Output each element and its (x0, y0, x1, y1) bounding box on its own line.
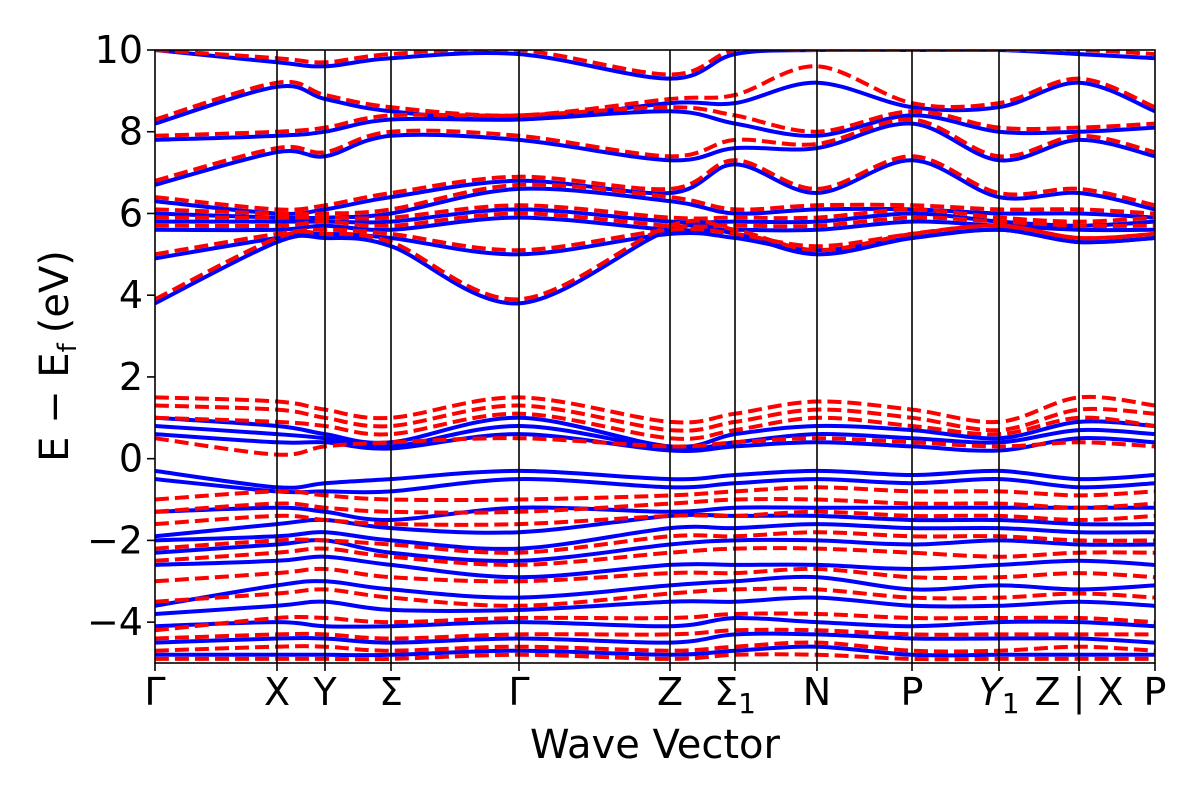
y-tick-label-3: 4 (119, 273, 143, 317)
x-tick-label-4: Γ (508, 670, 529, 714)
y-tick-label-4: 2 (119, 355, 143, 399)
dashed-band-1 (155, 64, 1155, 122)
solid-band-2 (155, 109, 1155, 142)
dashed-band-4 (155, 154, 1155, 212)
band-lines (155, 50, 1155, 662)
x-tick-label-11: P (1144, 670, 1167, 714)
y-tick-label-1: 8 (119, 110, 143, 154)
x-tick-label-7: N (803, 670, 831, 714)
solid-band-4 (155, 158, 1155, 216)
plot-frame (154, 49, 1156, 664)
x-tick-label-9: Y1 (978, 670, 1019, 720)
high-symmetry-lines (276, 50, 1080, 663)
y-tick-label-2: 6 (119, 191, 143, 235)
dashed-band-14 (155, 485, 1155, 503)
y-axis-label-main: E − E (32, 352, 78, 462)
x-axis-label: Wave Vector (530, 722, 781, 768)
y-tick-label-0: 10 (95, 28, 143, 72)
solid-band-0 (155, 50, 1155, 81)
dashed-band-0 (155, 50, 1155, 77)
dashed-band-10 (155, 394, 1155, 425)
dashed-band-9 (155, 218, 1155, 302)
x-tick-label-5: Z (657, 670, 683, 714)
x-tick-label-0: Γ (144, 670, 165, 714)
x-tick-label-8: P (901, 670, 924, 714)
y-axis-label-unit: (eV) (32, 250, 78, 333)
x-tick-label-10: Z | X (1034, 670, 1123, 715)
solid-band-21 (155, 595, 1155, 616)
y-axis-label-sub: f (53, 342, 83, 352)
x-tick-label-3: Σ (379, 670, 403, 714)
x-tick-label-1: X (264, 670, 290, 714)
solid-band-1 (155, 80, 1155, 126)
solid-band-9 (155, 222, 1155, 306)
y-tick-label-5: 0 (119, 437, 143, 481)
y-tick-label-6: −2 (87, 518, 143, 562)
x-tick-label-2: Y (312, 670, 337, 714)
x-tick-label-6: Σ1 (714, 670, 756, 720)
y-axis-ticks: 10 8 6 4 2 0 −2 −4 (87, 28, 155, 644)
y-tick-label-7: −4 (87, 600, 143, 644)
x-axis-ticks: Γ X Y Σ Γ Z Σ1 N P Y1 Z | X P (144, 663, 1166, 720)
y-axis-label: E − Ef (eV) (32, 250, 83, 462)
